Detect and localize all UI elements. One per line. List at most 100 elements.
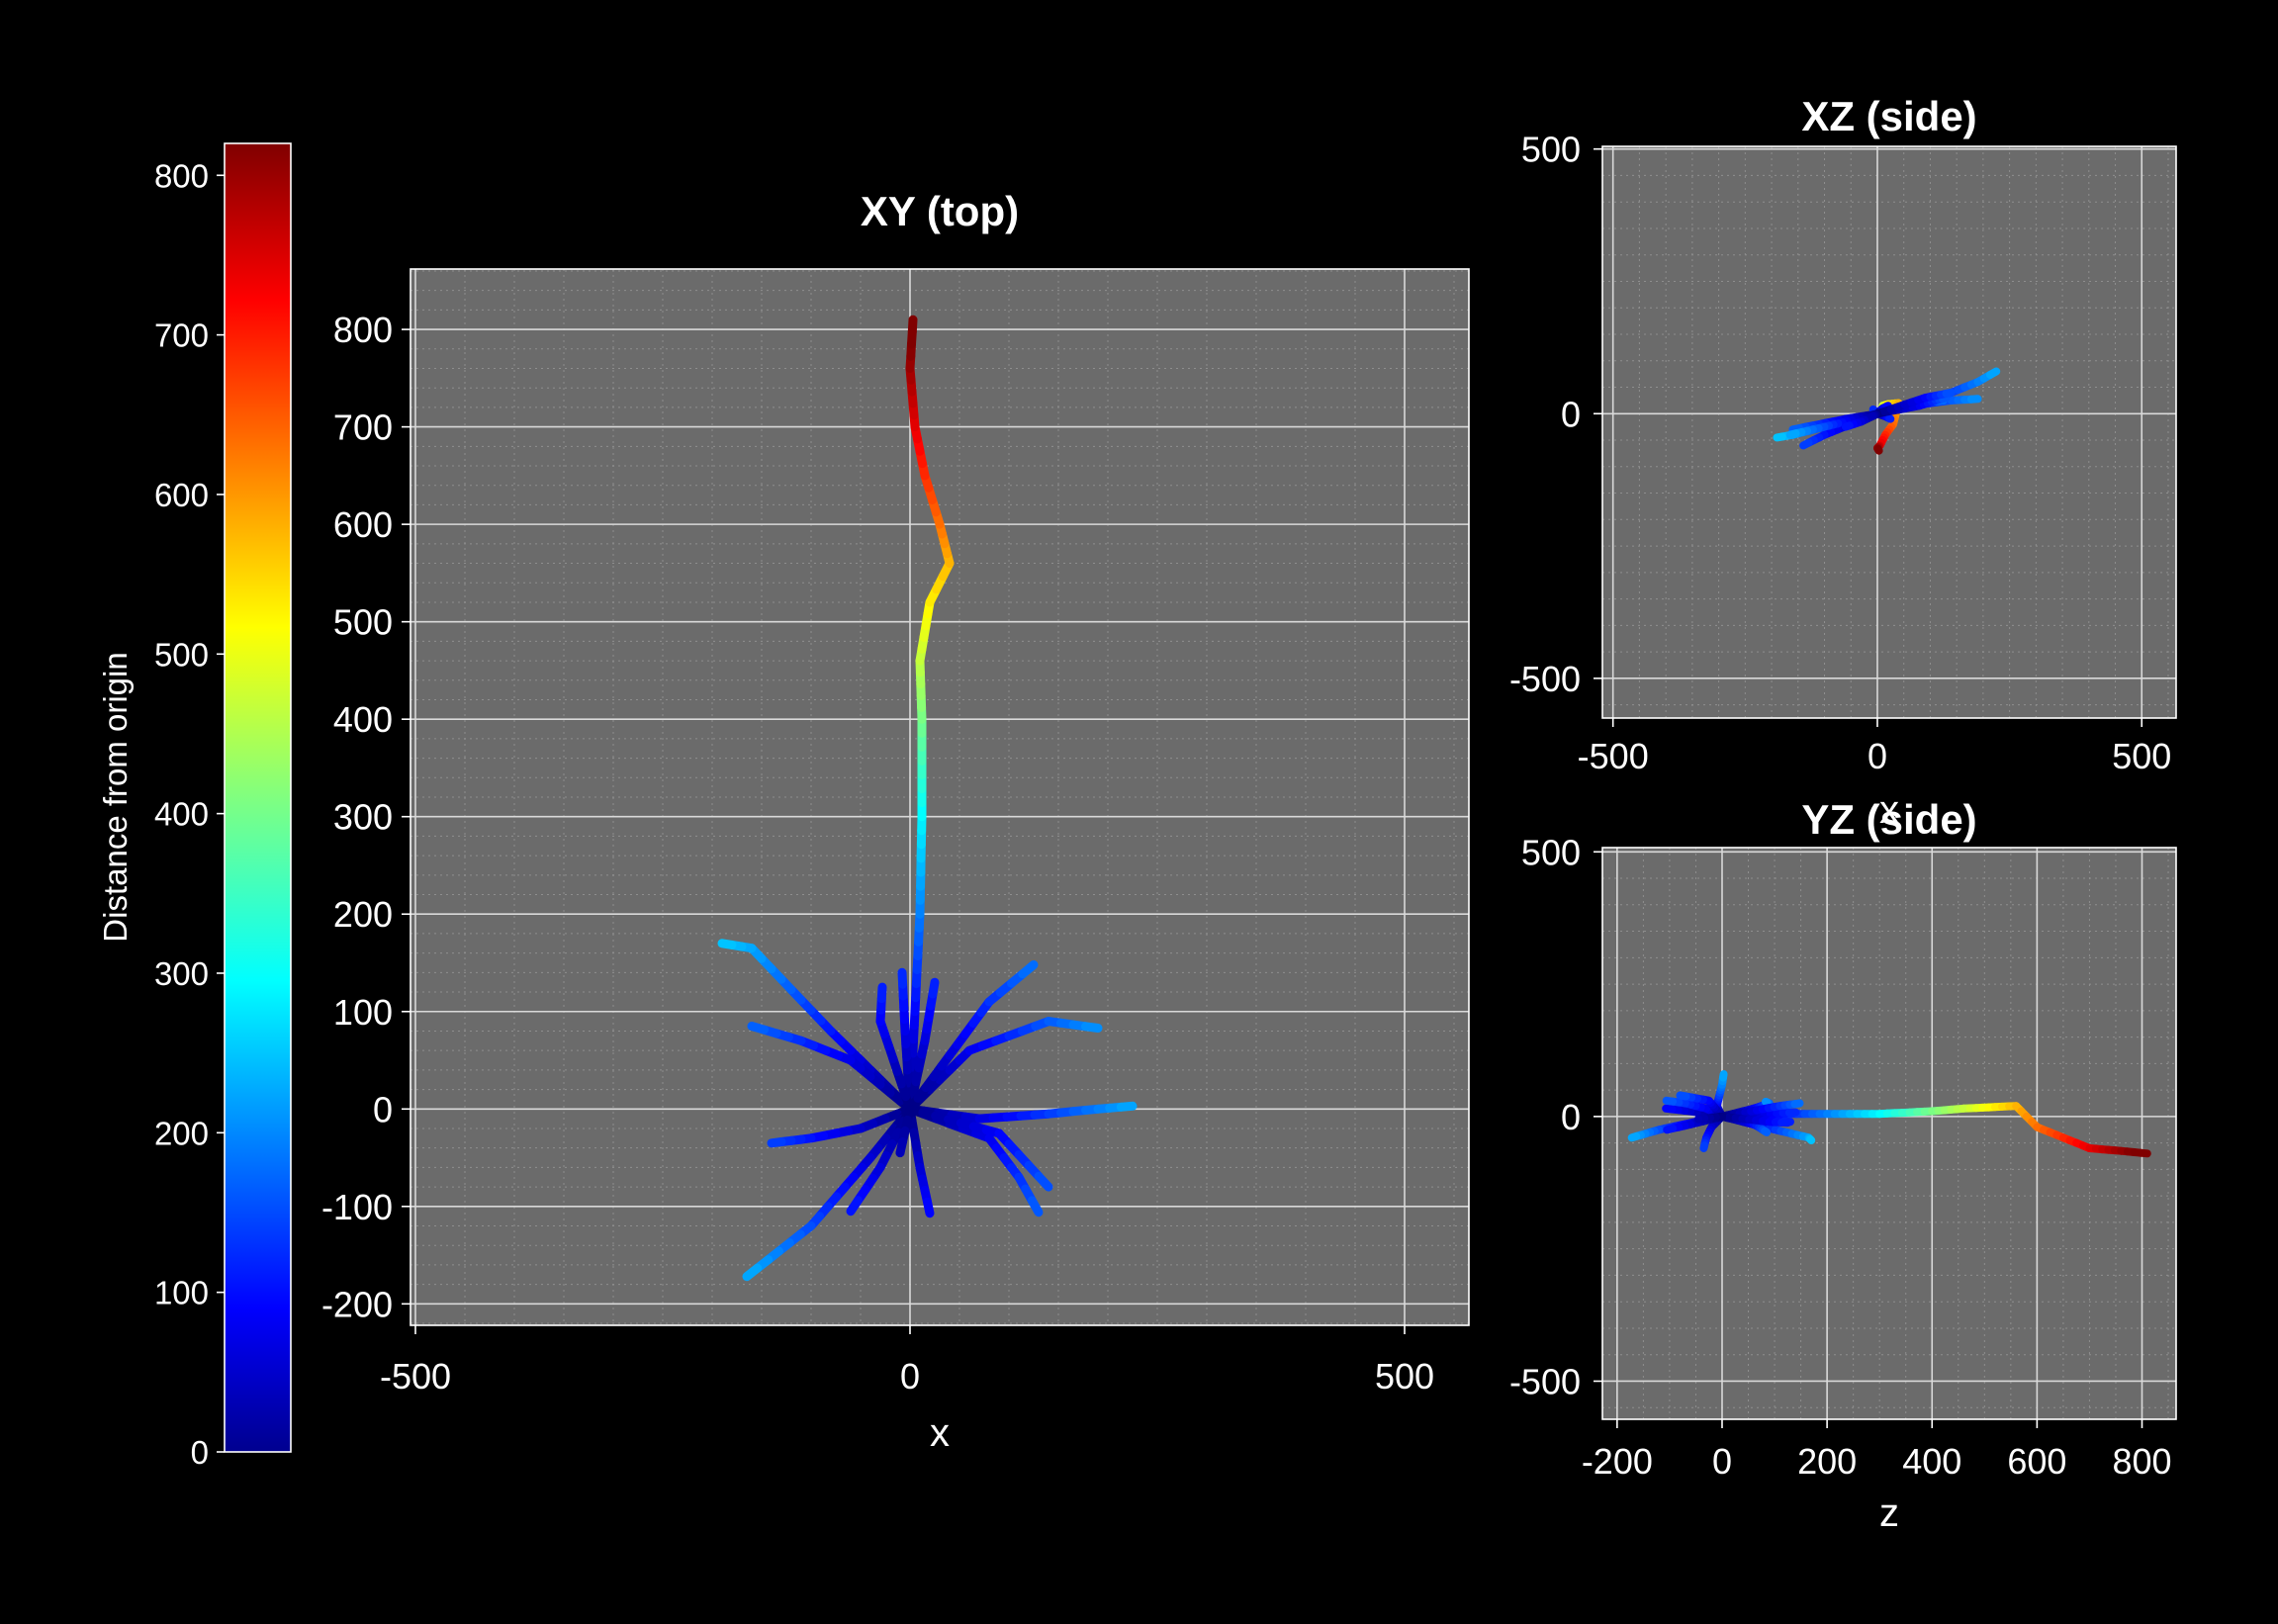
yz-grid	[1602, 848, 2176, 1419]
neurite-segment	[897, 967, 908, 989]
neurite-segment	[2137, 1148, 2151, 1158]
neurite-segment	[907, 315, 918, 336]
y-tick-label: 700	[333, 407, 393, 448]
colorbar-ticks: 0 100 200 300 400 500 600 700 800	[154, 157, 225, 1471]
neurite-segment	[717, 939, 737, 949]
colorbar-tick-label: 700	[154, 317, 209, 354]
neurite-segment	[1699, 1141, 1709, 1152]
x-tick-label: 500	[1375, 1356, 1434, 1397]
xz-neuron-trace	[1773, 367, 2001, 455]
y-tick-label: 0	[1561, 394, 1581, 434]
colorbar-tick-label: 600	[154, 477, 209, 513]
x-tick-label: 800	[2112, 1441, 2171, 1482]
x-tick-label: 600	[2007, 1441, 2066, 1482]
neurite-segment	[1885, 414, 1895, 423]
yz-neuron-trace	[1627, 1070, 2151, 1158]
neurite-segment	[1034, 1171, 1053, 1192]
y-tick-label: 500	[1521, 130, 1581, 170]
neurite-segment	[1942, 388, 1956, 398]
xy-ticks: -500 0 500 -200 -100 0 100 200 300 400 500 600 700 80…	[321, 310, 1434, 1397]
neurite-segment	[846, 1196, 863, 1217]
x-tick-label: 400	[1902, 1441, 1961, 1482]
neurite-segment	[1662, 1104, 1677, 1114]
neurite-segment	[1662, 1096, 1678, 1106]
xz-grid	[1602, 146, 2176, 718]
y-tick-label: 600	[333, 504, 393, 545]
xz-xlabel: x	[1879, 788, 1899, 832]
y-tick-label: 300	[333, 797, 393, 838]
xy-top-panel: -500 0 500 -200 -100 0 100 200 300 400 500 600 700 80…	[321, 188, 1470, 1455]
neurite-segment	[767, 1137, 786, 1148]
xy-title: XY (top)	[861, 188, 1019, 234]
colorbar-tick-label: 800	[154, 157, 209, 194]
colorbar: 0 100 200 300 400 500 600 700 800 Distance from …	[97, 142, 292, 1471]
neurite-segment	[1081, 1022, 1103, 1033]
neurite-segment	[1806, 1135, 1816, 1144]
colorbar-tick-label: 300	[154, 955, 209, 992]
neurite-segment	[742, 1263, 763, 1282]
yz-frame	[1601, 847, 2177, 1420]
neurite-segment	[1116, 1101, 1138, 1112]
colorbar-tick-label: 500	[154, 636, 209, 673]
colorbar-tick-label: 100	[154, 1275, 209, 1311]
y-tick-label: 200	[333, 894, 393, 935]
colorbar-frame	[224, 142, 292, 1453]
neurite-segment	[876, 982, 887, 1004]
xz-side-panel: -500 0 500 -500 0 500 x XZ (side)	[1509, 93, 2177, 832]
yz-side-panel: -200 0 200 400 600 800 -500 0 500 YZ (side) z	[1509, 796, 2177, 1535]
neurite-segment	[1676, 1091, 1690, 1101]
neurite-segment	[1773, 432, 1786, 442]
neurite-segment	[1663, 1124, 1678, 1134]
xy-neuron-trace	[717, 315, 1138, 1282]
xz-frame	[1601, 145, 2177, 719]
yz-ticks: -200 0 200 400 600 800 -500 0 500	[1509, 832, 2172, 1482]
neurite-segment	[1841, 421, 1854, 431]
y-tick-label: 800	[333, 310, 393, 350]
neurite-segment	[1719, 1070, 1728, 1082]
neurite-segment	[1761, 1127, 1772, 1136]
neurite-segment	[1790, 1099, 1804, 1109]
neurite-segment	[1027, 1196, 1044, 1218]
neurite-segment	[1938, 394, 1951, 404]
colorbar-tick-label: 400	[154, 796, 209, 833]
neurite-segment	[1986, 367, 2001, 379]
xy-grid	[410, 269, 1469, 1325]
x-tick-label: -500	[1578, 736, 1649, 776]
y-tick-label: -500	[1509, 1361, 1581, 1401]
colorbar-label: Distance from origin	[97, 652, 134, 942]
colorbar-gradient	[225, 143, 291, 1452]
neurite-segment	[923, 1197, 935, 1218]
xy-xlabel: x	[930, 1411, 950, 1455]
y-tick-label: 500	[333, 602, 393, 643]
x-tick-label: 0	[1712, 1441, 1732, 1482]
neurite-segment	[1788, 424, 1804, 434]
y-tick-label: 400	[333, 699, 393, 740]
neurite-segment	[1799, 438, 1813, 450]
yz-title: YZ (side)	[1801, 796, 1976, 843]
neurite-segment	[1627, 1131, 1641, 1142]
neurite-segment	[928, 977, 940, 999]
x-tick-label: 200	[1797, 1441, 1857, 1482]
y-tick-label: -200	[321, 1284, 393, 1324]
neurite-segment	[1785, 429, 1800, 439]
y-tick-label: 0	[1561, 1097, 1581, 1137]
y-tick-label: 0	[373, 1089, 393, 1129]
xz-ticks: -500 0 500 -500 0 500	[1509, 130, 2171, 776]
neurite-segment	[1018, 960, 1039, 979]
x-tick-label: 0	[900, 1356, 920, 1397]
x-tick-label: -500	[380, 1356, 451, 1397]
neurite-segment	[747, 1022, 769, 1035]
x-tick-label: 500	[2112, 736, 2171, 776]
y-tick-label: 500	[1521, 832, 1581, 872]
y-tick-label: -500	[1509, 659, 1581, 699]
xy-frame	[410, 268, 1470, 1326]
y-tick-label: -100	[321, 1187, 393, 1227]
yz-xlabel: z	[1879, 1491, 1899, 1535]
y-tick-label: 100	[333, 992, 393, 1033]
colorbar-tick-label: 200	[154, 1115, 209, 1151]
x-tick-label: 0	[1868, 736, 1887, 776]
colorbar-tick-label: 0	[191, 1434, 209, 1471]
xz-title: XZ (side)	[1801, 93, 1976, 139]
x-tick-label: -200	[1582, 1441, 1653, 1482]
